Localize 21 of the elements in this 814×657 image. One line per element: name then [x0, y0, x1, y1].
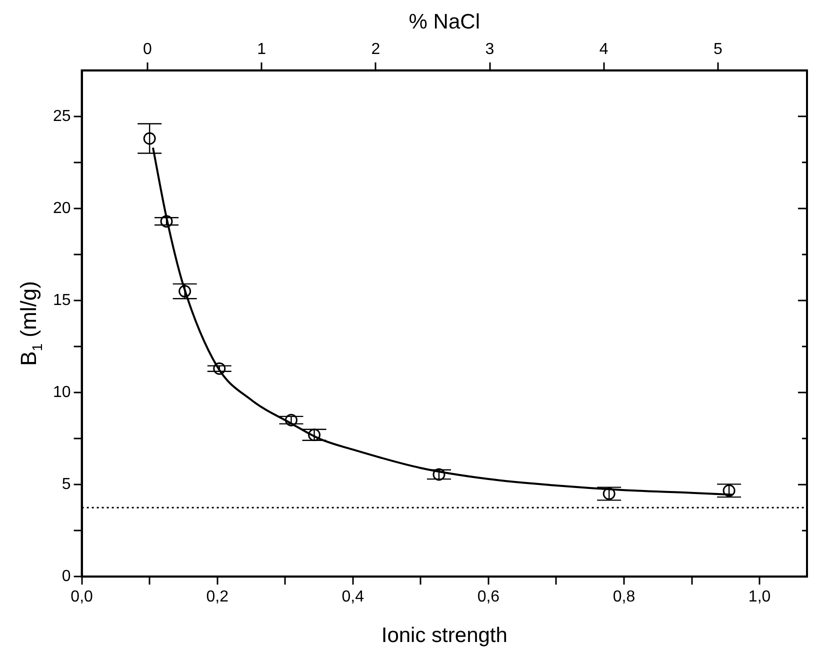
x-tick-label: 0,6 [477, 588, 500, 606]
x-tick-label: 0,0 [70, 588, 94, 606]
x2-tick-label: 0 [142, 41, 152, 58]
x2-tick-label: 4 [599, 41, 608, 58]
x2-tick-label: 2 [371, 41, 380, 58]
x-tick-label: 0,2 [206, 588, 229, 606]
x-tick-label: 0,8 [612, 588, 636, 606]
y-tick-label: 10 [53, 384, 71, 401]
y-tick-label: 15 [53, 292, 71, 309]
y-tick-label: 5 [62, 476, 71, 493]
x2-tick-label: 1 [257, 41, 266, 58]
x2-axis-title: % NaCl [408, 10, 480, 34]
y-tick-label: 0 [62, 568, 71, 586]
x-tick-label: 1,0 [748, 588, 771, 606]
y-tick-label: 20 [53, 200, 71, 217]
x2-tick-label: 3 [485, 41, 494, 58]
x-axis-title: Ionic strength [381, 624, 508, 648]
y-tick-label: 25 [53, 108, 71, 125]
y-axis-title: B1 (ml/g) [16, 281, 45, 366]
x-tick-label: 0,4 [342, 588, 364, 606]
x2-tick-label: 5 [714, 41, 723, 58]
